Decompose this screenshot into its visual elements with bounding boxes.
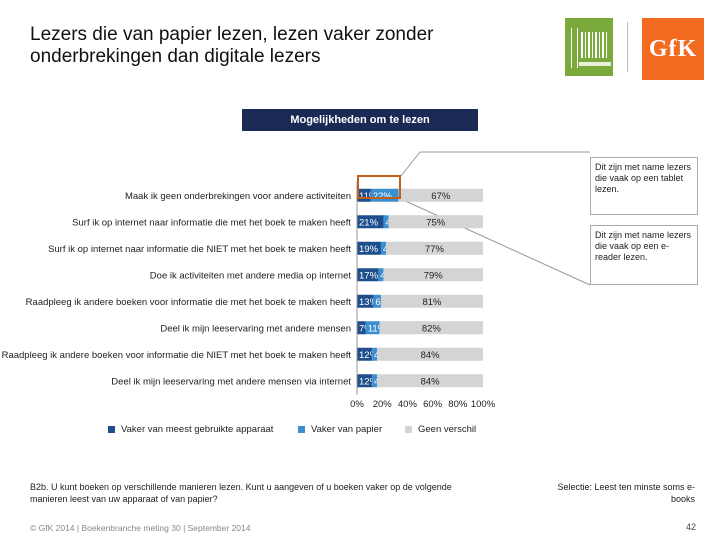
data-label: 11% [359,191,378,202]
category-label: Deel ik mijn leeservaring met andere men… [160,323,351,334]
data-label: 67% [431,191,451,202]
question-note: B2b. U kunt boeken op verschillende mani… [30,482,452,504]
page-title: Lezers die van papier lezen, lezen vaker… [30,24,434,67]
x-tick-label: 40% [398,399,418,410]
bar-segment [380,294,483,308]
data-label: 12% [359,350,379,361]
cbpb-logo [565,18,613,76]
bar-segment [377,374,483,388]
legend-label: Vaker van meest gebruikte apparaat [121,424,274,435]
bar-segment [357,374,373,388]
legend-label: Geen verschil [418,424,477,435]
data-label: 17% [359,270,379,281]
book-spine-icon [571,28,578,68]
logo-divider [627,22,628,72]
data-label: 84% [421,376,441,387]
page-number: 42 [685,522,696,532]
x-tick-label: 100% [471,399,496,410]
bar-segment [379,321,483,335]
data-label: 22% [373,191,393,202]
data-label: 21% [359,217,379,228]
category-label: Doe ik activiteiten met andere media op … [150,270,352,281]
data-label: 19% [359,244,379,255]
bar-segment [373,294,381,308]
x-tick-label: 20% [373,399,393,410]
legend-item-paper: Vaker van papier [298,424,382,435]
bar-segment [357,347,373,361]
bar-segment [372,347,378,361]
x-tick-label: 60% [423,399,443,410]
data-label: 12% [359,376,379,387]
category-label: Deel ik mijn leeservaring met andere men… [111,376,351,387]
legend-label: Vaker van papier [311,424,383,435]
category-label: Raadpleeg ik andere boeken voor informat… [26,297,352,308]
callout-tablet: Dit zijn met name lezers die vaak op een… [590,157,698,215]
x-tick-label: 80% [448,399,468,410]
bar-segment [357,215,384,229]
bar-segment [357,294,374,308]
legend-swatch [298,426,305,433]
data-label: 13% [359,297,379,308]
data-label: 82% [422,323,442,334]
bar-segment [357,241,381,255]
bar-segment [372,374,378,388]
bar-segment [388,215,483,229]
data-label: 75% [426,217,446,228]
x-tick-label: 0% [350,399,364,410]
category-label: Surf ik op internet naar informatie die … [72,217,351,228]
selection-note: Selectie: Leest ten minste soms e-books [557,482,695,504]
legend-swatch [108,426,115,433]
data-label: 81% [422,297,442,308]
data-label: 84% [421,350,441,361]
chart-banner: Mogelijkheden om te lezen [242,109,478,131]
category-label: Surf ik op internet naar informatie die … [48,244,351,255]
bar-segment [357,268,379,282]
bar-segment [385,241,483,255]
bar-segment [357,321,366,335]
barcode-icon [581,32,607,58]
bar-segment [378,268,384,282]
data-label: 79% [424,270,444,281]
bar-segment [383,215,389,229]
legend-item-no-difference: Geen verschil [405,424,476,435]
highlight-box [357,175,401,199]
bar-segment [365,321,380,335]
bar-segment [383,268,483,282]
gfk-logo: GfK [642,18,704,80]
data-label: 11% [368,323,387,334]
bar-segment [398,188,483,202]
logo-wordmark [579,62,611,66]
footer-text: © GfK 2014 | Boekenbranche meting 30 | S… [30,523,251,533]
category-label: Maak ik geen onderbrekingen voor andere … [125,191,351,202]
stacked-bar-chart: Maak ik geen onderbrekingen voor andere … [2,182,496,410]
category-label: Raadpleeg ik andere boeken voor informat… [2,350,352,361]
legend-swatch [405,426,412,433]
data-label: 77% [425,244,445,255]
legend-item-device: Vaker van meest gebruikte apparaat [108,424,273,435]
bar-segment [377,347,483,361]
callout-ereader: Dit zijn met name lezers die vaak op een… [590,225,698,285]
bar-segment [380,241,386,255]
